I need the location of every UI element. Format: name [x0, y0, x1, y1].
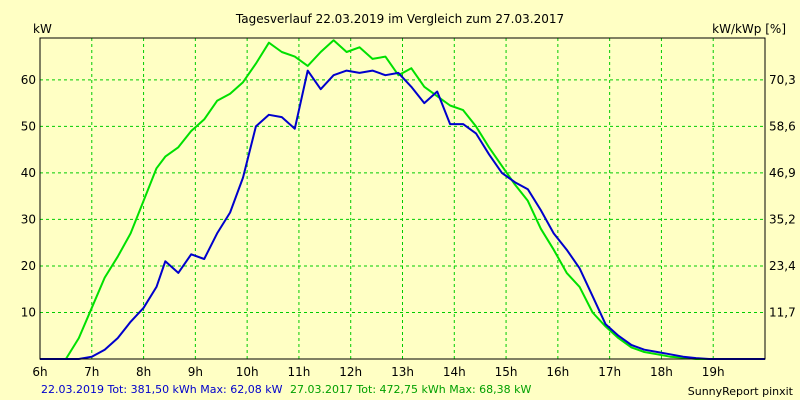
x-tick-label: 9h [188, 365, 203, 379]
x-tick-label: 17h [598, 365, 621, 379]
plot-frame [39, 37, 766, 360]
y2-axis-label: kW/kWp [%] [712, 22, 786, 36]
x-tick-labels: 6h 7h 8h 9h 10h 11h 12h 13h 14h 15h 16h 17h 18h 19h [32, 365, 724, 379]
footer-series1-text: 22.03.2019 Tot: 381,50 kWh Max: 62,08 kW [41, 383, 283, 396]
x-tick-label: 16h [546, 365, 569, 379]
series-lines [40, 39, 765, 360]
y2-tick-label: 35,2 [769, 212, 796, 226]
y-tick-label: 40 [21, 166, 36, 180]
series-line-2017 [40, 39, 765, 360]
y-axis-label: kW [33, 22, 52, 36]
x-tick-label: 10h [236, 365, 259, 379]
footer-credit: SunnyReport pinxit [688, 385, 794, 398]
y-tick-labels: 10 20 30 40 50 60 [21, 73, 36, 320]
y-tick-label: 50 [21, 119, 36, 133]
footer-series1: 22.03.2019 Tot: 381,50 kWh Max: 62,08 kW… [41, 383, 532, 396]
y2-tick-label: 58,6 [769, 119, 796, 133]
x-tick-label: 18h [650, 365, 673, 379]
y2-tick-labels: 11,7 23,4 35,2 46,9 58,6 70,3 [769, 73, 796, 320]
series-line-2019 [40, 69, 765, 360]
x-tick-label: 14h [443, 365, 466, 379]
footer-series2-text: 27.03.2017 Tot: 472,75 kWh Max: 68,38 kW [290, 383, 532, 396]
y-tick-label: 60 [21, 73, 36, 87]
x-tick-label: 7h [84, 365, 99, 379]
x-tick-label: 8h [136, 365, 151, 379]
y2-tick-label: 46,9 [769, 166, 796, 180]
y-tick-label: 10 [21, 305, 36, 319]
x-tick-label: 19h [702, 365, 725, 379]
x-tick-label: 13h [391, 365, 414, 379]
grid-lines [40, 38, 765, 359]
x-tick-label: 11h [287, 365, 310, 379]
y2-tick-label: 11,7 [769, 305, 796, 319]
x-tick-label: 6h [32, 365, 47, 379]
chart-title: Tagesverlauf 22.03.2019 im Vergleich zum… [235, 12, 564, 26]
y2-tick-label: 70,3 [769, 73, 796, 87]
y-tick-label: 30 [21, 212, 36, 226]
y-tick-label: 20 [21, 259, 36, 273]
x-tick-label: 12h [339, 365, 362, 379]
x-tick-label: 15h [495, 365, 518, 379]
y2-tick-label: 23,4 [769, 259, 796, 273]
